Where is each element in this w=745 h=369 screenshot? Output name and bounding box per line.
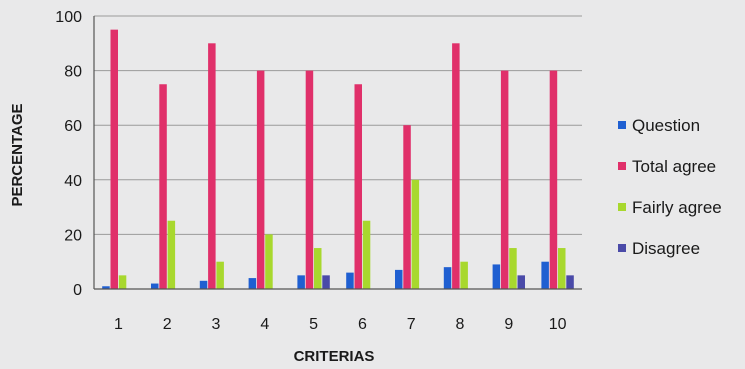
legend: Question Total agree Fairly agree Disagree — [618, 116, 722, 258]
y-axis-title: PERCENTAGE — [9, 103, 26, 206]
y-tick-labels: 0 20 40 60 80 100 — [55, 9, 82, 299]
bar-question — [395, 269, 403, 289]
bars — [102, 29, 574, 290]
x-tick-label: 2 — [163, 316, 172, 333]
bar-fairly-agree — [362, 220, 371, 289]
bar-question — [102, 286, 110, 289]
bar-disagree — [322, 275, 330, 289]
bar-total-agree — [500, 70, 509, 289]
bar-fairly-agree — [265, 234, 273, 289]
bar-total-agree — [159, 84, 167, 289]
x-tick-label: 7 — [407, 316, 416, 333]
gridlines — [94, 15, 582, 235]
bar-question — [151, 283, 159, 289]
y-tick-label: 0 — [73, 282, 82, 299]
legend-swatch — [618, 121, 626, 129]
bar-fairly-agree — [216, 261, 224, 289]
legend-label: Total agree — [632, 157, 716, 176]
x-tick-label: 5 — [309, 316, 318, 333]
x-tick-label: 9 — [504, 316, 513, 333]
bar-question — [541, 261, 549, 289]
x-tick-label: 3 — [212, 316, 221, 333]
legend-label: Fairly agree — [632, 198, 722, 217]
x-tick-label: 10 — [549, 316, 567, 333]
bar-fairly-agree — [460, 261, 468, 289]
bar-question — [443, 267, 452, 289]
bar-total-agree — [110, 29, 118, 290]
bar-question — [248, 278, 257, 289]
bar-total-agree — [549, 70, 558, 289]
x-tick-label: 1 — [114, 316, 123, 333]
legend-label: Question — [632, 116, 700, 135]
x-tick-label: 6 — [358, 316, 367, 333]
bar-total-agree — [256, 70, 265, 289]
bar-total-agree — [305, 70, 314, 289]
x-axis-title: CRITERIAS — [294, 348, 375, 365]
bar-disagree — [566, 275, 574, 289]
y-tick-label: 80 — [64, 64, 82, 81]
bar-question — [297, 275, 305, 289]
legend-label: Disagree — [632, 239, 700, 258]
bar-fairly-agree — [167, 220, 176, 289]
x-tick-label: 4 — [260, 316, 269, 333]
y-tick-label: 100 — [55, 9, 82, 26]
bar-total-agree — [208, 43, 216, 289]
legend-swatch — [618, 203, 626, 211]
bar-total-agree — [354, 84, 362, 289]
x-tick-labels: 1 2 3 4 5 6 7 8 9 10 — [114, 316, 567, 333]
bar-disagree — [517, 275, 525, 289]
bar-fairly-agree — [314, 248, 322, 289]
axes — [93, 16, 582, 290]
bar-question — [346, 272, 354, 289]
bar-fairly-agree — [509, 248, 517, 289]
bar-question — [492, 264, 501, 289]
bar-question — [199, 280, 208, 289]
bar-fairly-agree — [558, 248, 566, 289]
legend-swatch — [618, 162, 626, 170]
bar-total-agree — [452, 43, 460, 289]
y-tick-label: 20 — [64, 227, 82, 244]
bar-total-agree — [403, 125, 411, 289]
x-tick-label: 8 — [456, 316, 465, 333]
y-tick-label: 60 — [64, 118, 82, 135]
bar-fairly-agree — [118, 275, 127, 289]
y-tick-label: 40 — [64, 173, 82, 190]
bar-fairly-agree — [411, 179, 420, 289]
legend-swatch — [618, 244, 626, 252]
